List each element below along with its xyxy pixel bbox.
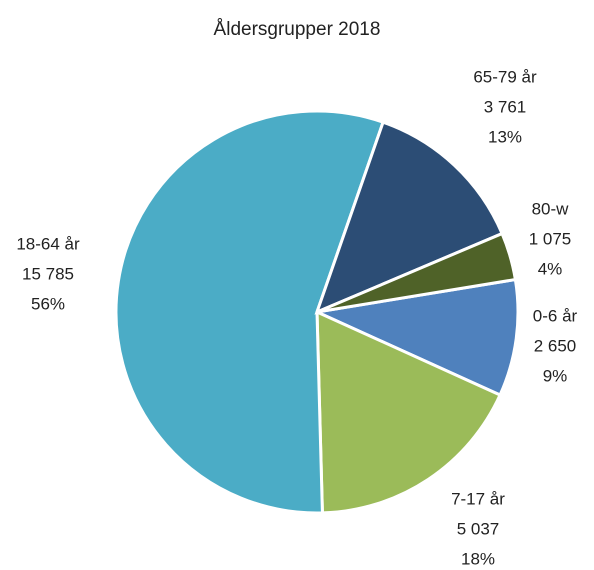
slice-percent: 9% [543, 366, 568, 385]
slice-value: 5 037 [457, 519, 500, 538]
slice-label: 65-79 år [473, 67, 537, 86]
slice-percent: 56% [31, 294, 65, 313]
slice-percent: 4% [538, 259, 563, 278]
slice-label: 18-64 år [16, 234, 80, 253]
slice-value: 1 075 [529, 229, 572, 248]
slice-label: 0-6 år [533, 306, 578, 325]
slice-percent: 13% [488, 127, 522, 146]
pie-slice [314, 120, 505, 315]
slice-value: 15 785 [22, 264, 74, 283]
slice-label: 80-w [532, 199, 570, 218]
slice-value: 2 650 [534, 336, 577, 355]
chart-title: Åldersgrupper 2018 [214, 19, 381, 40]
pie-slice [316, 231, 518, 314]
pie-slice [315, 309, 503, 515]
slice-value: 3 761 [484, 97, 527, 116]
slice-percent: 18% [461, 549, 495, 568]
pie-slice [114, 109, 386, 515]
slice-label: 7-17 år [451, 489, 505, 508]
pie-slice [311, 277, 520, 398]
